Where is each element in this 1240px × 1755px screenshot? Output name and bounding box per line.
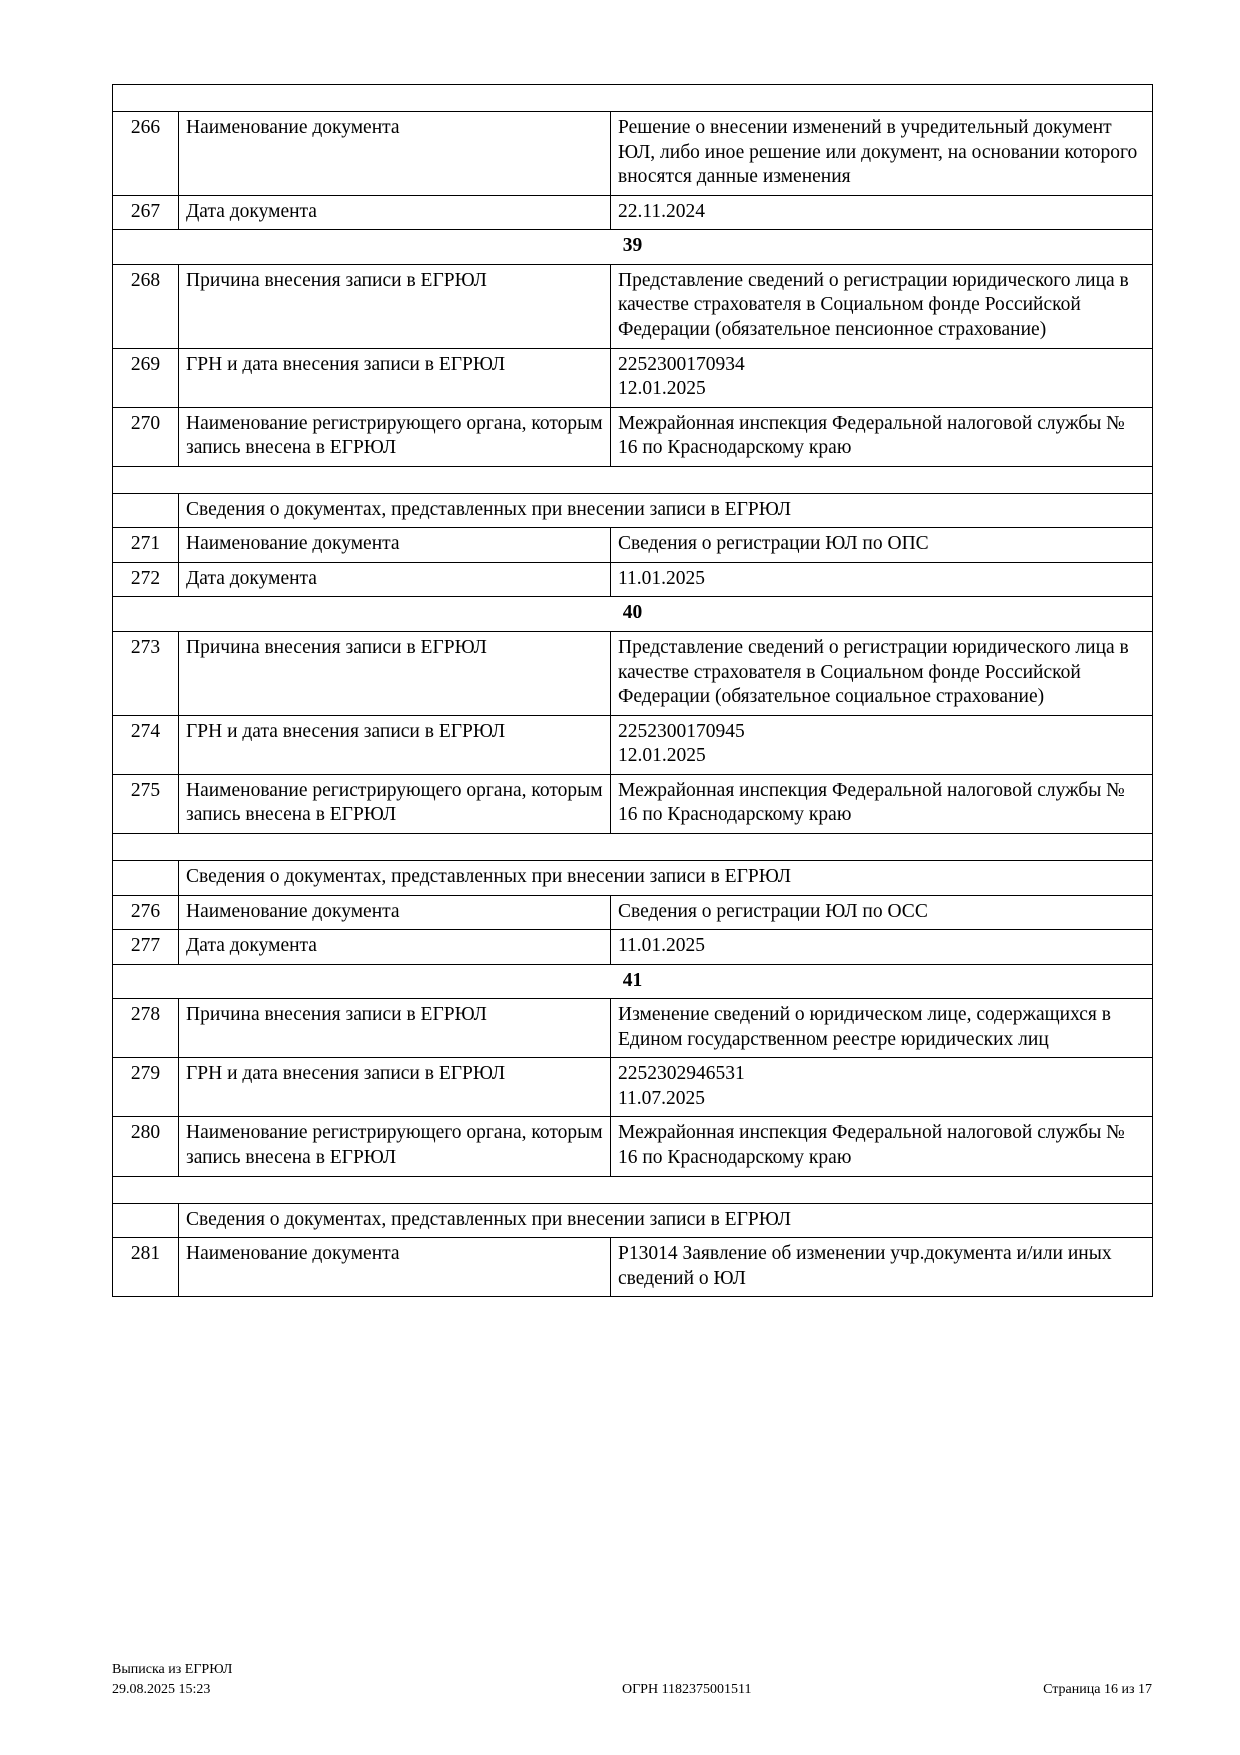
section-caption: Сведения о документах, представленных пр… [177, 859, 1154, 896]
top-stub-cell [111, 84, 1154, 112]
row-label: Дата документа [178, 561, 611, 598]
table-row: 279 ГРН и дата внесения записи в ЕГРЮЛ 2… [112, 1057, 1154, 1118]
row-value: 2252300170945 12.01.2025 [609, 714, 1154, 775]
documents-section-row: Сведения о документах, представленных пр… [112, 1202, 1154, 1239]
spacer-cell [111, 1175, 1154, 1204]
table-spacer [111, 1175, 1154, 1204]
table-spacer [111, 465, 1154, 494]
egrul-records-table: 266 Наименование документа Решение о вне… [111, 84, 1154, 1298]
row-label: Наименование документа [178, 1237, 611, 1298]
row-label: Причина внесения записи в ЕГРЮЛ [178, 998, 611, 1059]
row-number: 276 [112, 894, 179, 931]
table-row: 274 ГРН и дата внесения записи в ЕГРЮЛ 2… [112, 714, 1154, 775]
row-number: 267 [112, 194, 179, 231]
row-value: Сведения о регистрации ЮЛ по ОСС [609, 894, 1154, 931]
row-value: Р13014 Заявление об изменении учр.докуме… [609, 1237, 1154, 1298]
row-label: Наименование документа [178, 527, 611, 563]
table-row: 280 Наименование регистрирующего органа,… [112, 1116, 1154, 1177]
row-value: Межрайонная инспекция Федеральной налого… [609, 1116, 1154, 1177]
row-label: Наименование регистрирующего органа, кот… [178, 1116, 611, 1177]
documents-section-row: Сведения о документах, представленных пр… [112, 859, 1154, 896]
row-label: Причина внесения записи в ЕГРЮЛ [178, 263, 611, 349]
table-row: 273 Причина внесения записи в ЕГРЮЛ Пред… [112, 631, 1154, 716]
group-number: 39 [111, 229, 1154, 265]
row-value: 2252300170934 12.01.2025 [609, 347, 1154, 408]
row-number: 266 [112, 111, 179, 196]
section-caption: Сведения о документах, представленных пр… [177, 1202, 1154, 1239]
row-label: Наименование регистрирующего органа, кот… [178, 773, 611, 834]
row-label: Причина внесения записи в ЕГРЮЛ [178, 631, 611, 716]
footer-line: 29.08.2025 15:23 ОГРН 1182375001511 Стра… [112, 1680, 1152, 1700]
documents-section-row: Сведения о документах, представленных пр… [112, 492, 1154, 529]
row-number: 275 [112, 773, 179, 834]
row-number: 270 [112, 406, 179, 467]
section-number-blank [112, 1202, 179, 1239]
spacer-cell [111, 465, 1154, 494]
spacer-cell [111, 832, 1154, 861]
row-value: 11.01.2025 [609, 561, 1154, 598]
table-row: 281 Наименование документа Р13014 Заявле… [112, 1237, 1154, 1298]
table-row: 271 Наименование документа Сведения о ре… [112, 527, 1154, 563]
row-value: Представление сведений о регистрации юри… [609, 263, 1154, 349]
row-value: 22.11.2024 [609, 194, 1154, 231]
row-number: 281 [112, 1237, 179, 1298]
row-label: ГРН и дата внесения записи в ЕГРЮЛ [178, 714, 611, 775]
row-value: Межрайонная инспекция Федеральной налого… [609, 406, 1154, 467]
row-value: Решение о внесении изменений в учредител… [609, 111, 1154, 196]
table-row: 270 Наименование регистрирующего органа,… [112, 406, 1154, 467]
group-number: 41 [111, 963, 1154, 1000]
section-caption: Сведения о документах, представленных пр… [177, 492, 1154, 529]
table-row: 268 Причина внесения записи в ЕГРЮЛ Пред… [112, 263, 1154, 349]
row-label: Наименование документа [178, 111, 611, 196]
row-value: Представление сведений о регистрации юри… [609, 631, 1154, 716]
section-number-blank [112, 859, 179, 896]
footer-document-kind: Выписка из ЕГРЮЛ [112, 1662, 233, 1677]
table-row: 276 Наименование документа Сведения о ре… [112, 894, 1154, 931]
row-number: 278 [112, 998, 179, 1059]
row-value: Изменение сведений о юридическом лице, с… [609, 998, 1154, 1059]
table-row: 275 Наименование регистрирующего органа,… [112, 773, 1154, 834]
row-number: 280 [112, 1116, 179, 1177]
row-number: 277 [112, 929, 179, 965]
row-value: Сведения о регистрации ЮЛ по ОПС [609, 527, 1154, 563]
row-label: ГРН и дата внесения записи в ЕГРЮЛ [178, 347, 611, 408]
table-row: 272 Дата документа 11.01.2025 [112, 561, 1154, 598]
row-number: 269 [112, 347, 179, 408]
table-row: 269 ГРН и дата внесения записи в ЕГРЮЛ 2… [112, 347, 1154, 408]
row-label: Наименование регистрирующего органа, кот… [178, 406, 611, 467]
table-row: 266 Наименование документа Решение о вне… [112, 111, 1154, 196]
row-number: 274 [112, 714, 179, 775]
row-number: 268 [112, 263, 179, 349]
table-spacer [111, 832, 1154, 861]
table-top-stub [111, 84, 1154, 112]
row-number: 272 [112, 561, 179, 598]
section-number-blank [112, 492, 179, 529]
group-number-row: 41 [111, 963, 1154, 1000]
table-row: 267 Дата документа 22.11.2024 [112, 194, 1154, 231]
row-value: Межрайонная инспекция Федеральной налого… [609, 773, 1154, 834]
group-number-row: 39 [111, 229, 1154, 265]
group-number-row: 40 [111, 596, 1154, 632]
footer-page-label: Страница 16 из 17 [1043, 1682, 1152, 1698]
row-label: Дата документа [178, 194, 611, 231]
table-row: 277 Дата документа 11.01.2025 [112, 929, 1154, 965]
row-label: Дата документа [178, 929, 611, 965]
footer-generated-at: 29.08.2025 15:23 [112, 1682, 211, 1698]
row-number: 273 [112, 631, 179, 716]
group-number: 40 [111, 596, 1154, 632]
row-label: Наименование документа [178, 894, 611, 931]
page-footer: Выписка из ЕГРЮЛ 29.08.2025 15:23 ОГРН 1… [112, 1660, 1152, 1701]
row-number: 271 [112, 527, 179, 563]
table-row: 278 Причина внесения записи в ЕГРЮЛ Изме… [112, 998, 1154, 1059]
footer-ogrn: ОГРН 1182375001511 [621, 1682, 752, 1698]
row-value: 2252302946531 11.07.2025 [609, 1057, 1154, 1118]
row-value: 11.01.2025 [609, 929, 1154, 965]
row-label: ГРН и дата внесения записи в ЕГРЮЛ [178, 1057, 611, 1118]
row-number: 279 [112, 1057, 179, 1118]
